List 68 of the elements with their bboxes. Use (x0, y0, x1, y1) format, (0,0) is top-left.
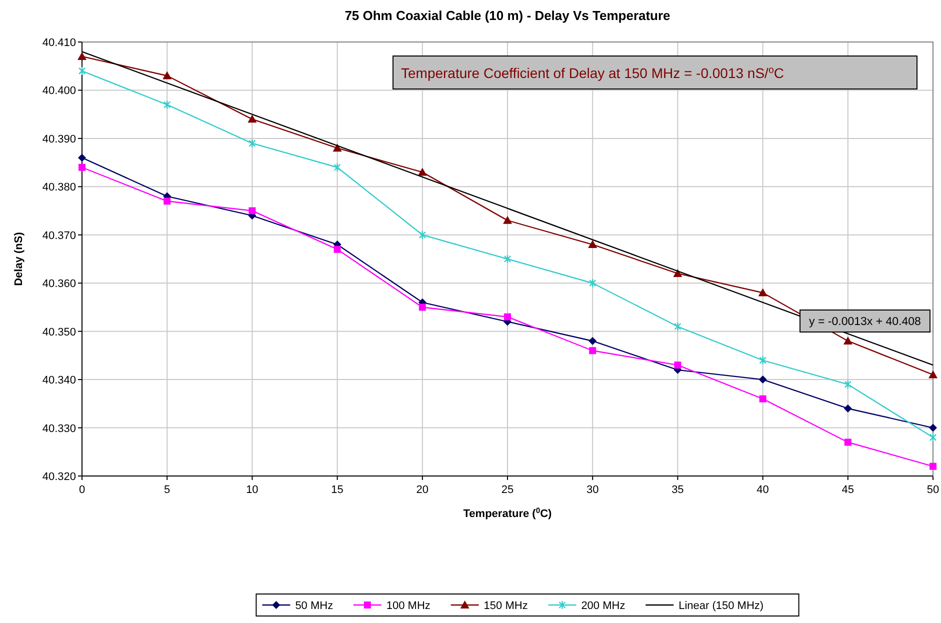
point (930, 462, 936, 470)
point (588, 336, 597, 345)
x-tick-label: 10 (246, 484, 258, 496)
point (929, 432, 937, 442)
legend-label: 200 MHz (581, 600, 626, 612)
y-tick-label: 40.410 (42, 37, 76, 49)
x-tick-label: 30 (586, 484, 599, 496)
chart-title: 75 Ohm Coaxial Cable (10 m) - Delay Vs Temperature (344, 8, 670, 23)
y-axis-title: Delay (nS) (13, 232, 25, 286)
point (164, 198, 171, 205)
x-tick-label: 25 (501, 484, 514, 496)
point (162, 71, 172, 80)
point (759, 395, 766, 402)
point (504, 313, 511, 320)
y-tick-label: 40.340 (42, 374, 76, 387)
point (673, 268, 682, 277)
legend-label: 50 MHz (295, 600, 334, 612)
point (589, 278, 596, 288)
point (418, 304, 426, 311)
point (589, 347, 596, 354)
annotation: Temperature Coefficient of Delay at 150 MHz = -0.0013 nS/$^{o}$C (401, 64, 784, 81)
legend-label: 100 MHz (386, 600, 430, 612)
point (78, 164, 86, 171)
point (758, 376, 767, 384)
point (844, 380, 852, 389)
point (504, 254, 512, 264)
x-axis-title: Temperature ($^{0}$C) (463, 506, 552, 520)
point (758, 288, 768, 296)
point (503, 216, 512, 224)
legend-label: Linear (150 MHz) (678, 600, 764, 612)
point (248, 207, 256, 214)
point (929, 424, 937, 432)
point (78, 154, 86, 162)
y-tick-label: 40.370 (42, 230, 76, 242)
x-tick-label: 40 (756, 484, 769, 496)
legend-label: 150 MHz (484, 600, 528, 612)
point (844, 404, 852, 412)
x-tick-label: 35 (672, 484, 684, 496)
y-tick-label: 40.380 (42, 182, 76, 194)
annotation: y = -0.0013x + 40.408 (809, 316, 921, 328)
x-tick-label: 0 (78, 484, 86, 496)
y-tick-label: 40.320 (42, 471, 76, 483)
x-tick-label: 45 (842, 484, 854, 496)
point (78, 66, 86, 76)
x-tick-label: 5 (164, 484, 170, 496)
point (334, 246, 341, 253)
point (248, 114, 257, 123)
y-tick-label: 40.330 (42, 422, 76, 435)
point (588, 240, 598, 248)
point (843, 336, 852, 344)
y-tick-label: 40.390 (42, 133, 76, 146)
point (759, 356, 766, 365)
point (248, 138, 256, 148)
point (418, 230, 426, 240)
point (164, 100, 171, 110)
x-tick-label: 20 (416, 484, 429, 496)
x-tick-label: 50 (926, 484, 940, 496)
x-tick-label: 15 (331, 484, 344, 496)
point (674, 322, 682, 332)
point (928, 370, 938, 378)
y-tick-label: 40.360 (42, 278, 76, 290)
point (334, 162, 341, 172)
y-tick-label: 40.400 (42, 85, 76, 98)
y-tick-label: 40.350 (42, 326, 76, 338)
point (418, 168, 427, 176)
point (844, 438, 852, 446)
point (78, 52, 86, 60)
point (674, 362, 682, 369)
